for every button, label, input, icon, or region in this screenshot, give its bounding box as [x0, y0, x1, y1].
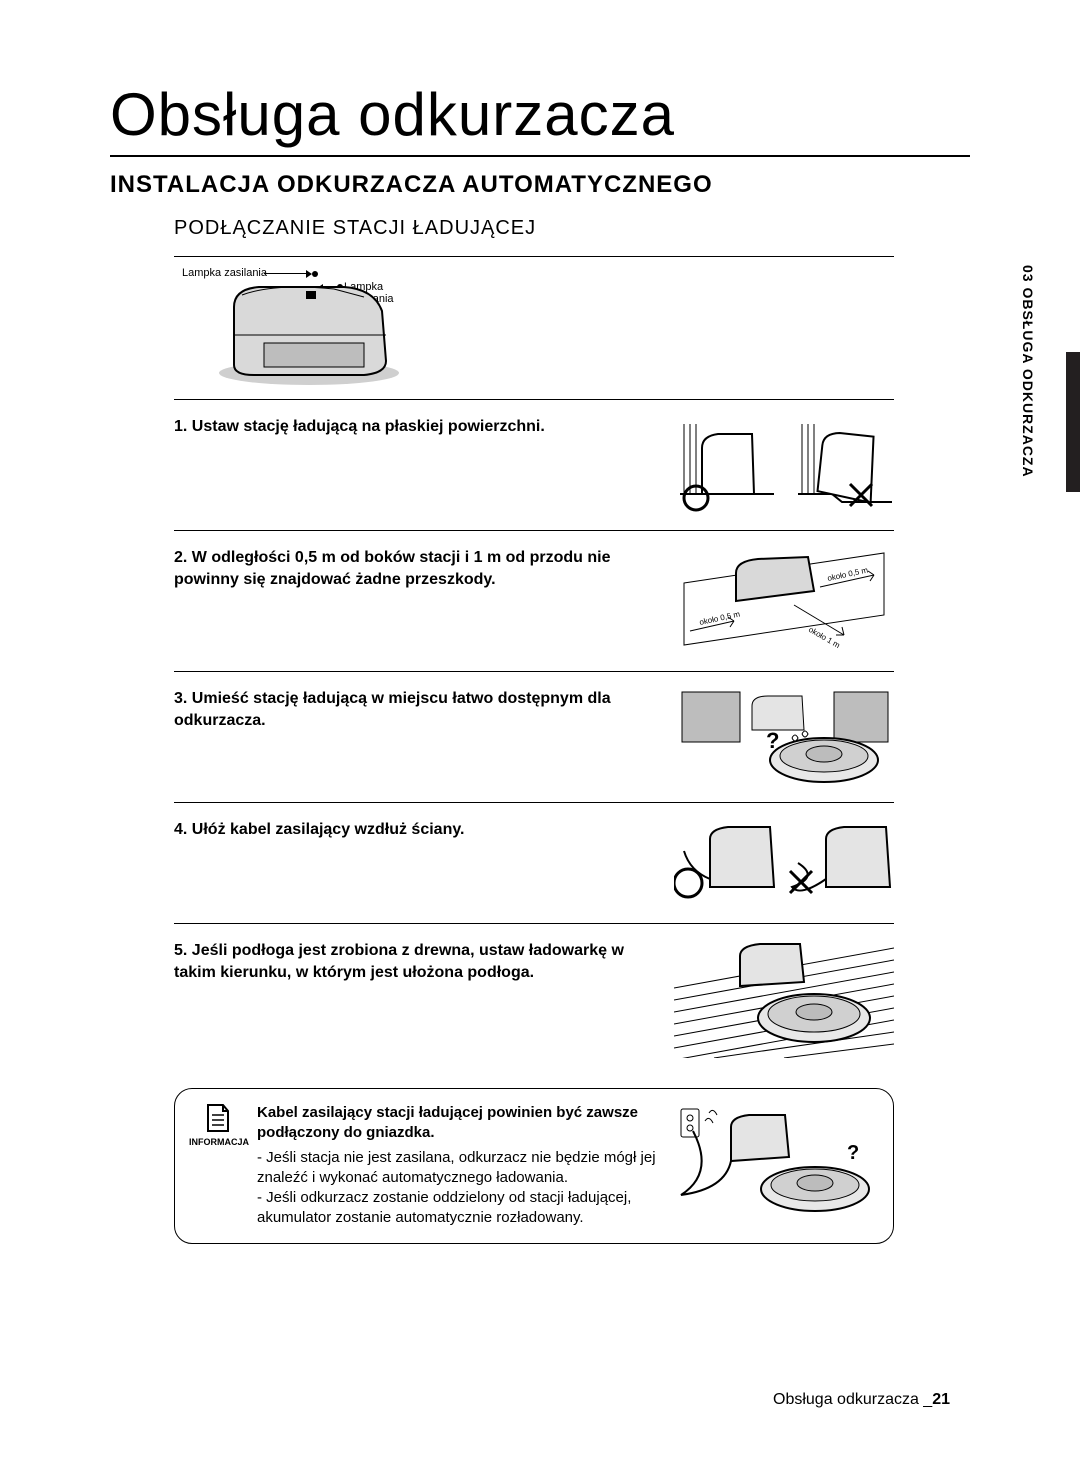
info-item: Jeśli odkurzacz zostanie oddzielony od s…: [257, 1189, 631, 1226]
step-3: 3. Umieść stację ładującą w miejscu łatw…: [174, 672, 894, 802]
page-footer: Obsługa odkurzacza _21: [773, 1391, 950, 1409]
charging-station-icon: [214, 277, 404, 387]
step-text: 1. Ustaw stację ładującą na płaskiej pow…: [174, 414, 658, 438]
info-illustration: ?: [675, 1103, 875, 1228]
step-illustration: [674, 414, 894, 514]
step-4: 4. Ułóż kabel zasilający wzdłuż ściany.: [174, 803, 894, 923]
step-number: 1.: [174, 418, 187, 435]
step-number: 5.: [174, 942, 187, 959]
subsection-heading: PODŁĄCZANIE STACJI ŁADUJĄCEJ: [174, 217, 894, 240]
info-badge-label: INFORMACJA: [189, 1137, 249, 1147]
step-illustration: około 0,5 m około 0,5 m około 1 m: [674, 545, 894, 655]
info-list: - Jeśli stacja nie jest zasilana, odkurz…: [257, 1148, 665, 1229]
thumb-index-tab: [1066, 352, 1080, 492]
step-body: Ułóż kabel zasilający wzdłuż ściany.: [192, 821, 465, 838]
svg-text:?: ?: [847, 1142, 859, 1164]
step-illustration: [674, 817, 894, 907]
arrow-icon: [264, 273, 308, 274]
dist-front-label: około 1 m: [807, 625, 842, 650]
station-labeled: Lampka zasilania Lampka ładowania: [174, 267, 434, 387]
step-number: 4.: [174, 821, 187, 838]
clearance-diagram-icon: około 0,5 m około 0,5 m około 1 m: [674, 545, 894, 655]
plugged-station-icon: ?: [675, 1103, 875, 1223]
step-illustration: ?: [674, 686, 894, 786]
page: Obsługa odkurzacza INSTALACJA ODKURZACZA…: [110, 80, 970, 1244]
info-body: Kabel zasilający stacji ładującej powini…: [257, 1103, 665, 1229]
step-2: 2. W odległości 0,5 m od boków stacji i …: [174, 531, 894, 671]
station-diagram: Lampka zasilania Lampka ładowania: [174, 257, 894, 399]
side-chapter-label: 03 OBSŁUGA ODKURZACZA: [1020, 265, 1036, 478]
footer-text: Obsługa odkurzacza _: [773, 1391, 932, 1408]
section-heading: INSTALACJA ODKURZACZA AUTOMATYCZNEGO: [110, 171, 970, 199]
step-illustration: [674, 938, 894, 1058]
step-text: 3. Umieść stację ładującą w miejscu łatw…: [174, 686, 658, 731]
info-badge: INFORMACJA: [189, 1103, 247, 1147]
side-chapter-tab: 03 OBSŁUGA ODKURZACZA: [1020, 265, 1044, 525]
step-5: 5. Jeśli podłoga jest zrobiona z drewna,…: [174, 924, 894, 1074]
wood-floor-direction-icon: [674, 938, 894, 1058]
content-area: PODŁĄCZANIE STACJI ŁADUJĄCEJ Lampka zasi…: [174, 217, 894, 1244]
step-body: Ustaw stację ładującą na płaskiej powier…: [192, 418, 545, 435]
step-text: 5. Jeśli podłoga jest zrobiona z drewna,…: [174, 938, 658, 983]
info-item: Jeśli stacja nie jest zasilana, odkurzac…: [257, 1149, 656, 1186]
flat-surface-icon: [674, 414, 894, 514]
step-body: Umieść stację ładującą w miejscu łatwo d…: [174, 690, 611, 729]
step-text: 2. W odległości 0,5 m od boków stacji i …: [174, 545, 658, 590]
note-icon: [205, 1103, 231, 1133]
accessible-location-icon: ?: [674, 686, 894, 786]
step-text: 4. Ułóż kabel zasilający wzdłuż ściany.: [174, 817, 658, 841]
cable-along-wall-icon: [674, 817, 894, 907]
step-body: Jeśli podłoga jest zrobiona z drewna, us…: [174, 942, 624, 981]
step-body: W odległości 0,5 m od boków stacji i 1 m…: [174, 549, 611, 588]
svg-text:?: ?: [766, 728, 779, 753]
page-title: Obsługa odkurzacza: [110, 80, 970, 157]
info-title: Kabel zasilający stacji ładującej powini…: [257, 1103, 665, 1144]
info-callout: INFORMACJA Kabel zasilający stacji ładuj…: [174, 1088, 894, 1244]
step-number: 3.: [174, 690, 187, 707]
step-number: 2.: [174, 549, 187, 566]
page-number: 21: [932, 1391, 950, 1408]
step-1: 1. Ustaw stację ładującą na płaskiej pow…: [174, 400, 894, 530]
